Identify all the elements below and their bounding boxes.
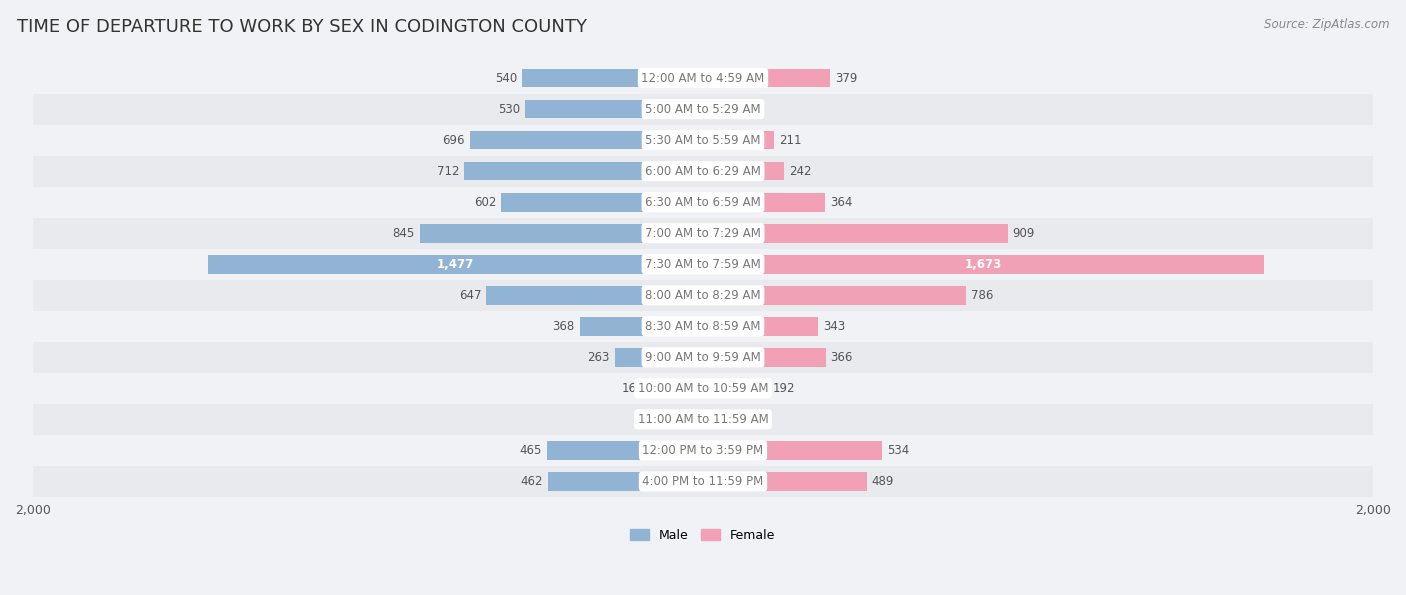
Text: 6:30 AM to 6:59 AM: 6:30 AM to 6:59 AM bbox=[645, 196, 761, 209]
Text: 12:00 PM to 3:59 PM: 12:00 PM to 3:59 PM bbox=[643, 444, 763, 457]
Bar bbox=[547, 441, 703, 460]
Text: 647: 647 bbox=[458, 289, 481, 302]
Bar bbox=[703, 348, 825, 367]
Bar bbox=[703, 69, 830, 87]
Text: 84: 84 bbox=[737, 413, 751, 426]
Bar bbox=[703, 317, 818, 336]
Bar bbox=[32, 62, 1374, 93]
Bar bbox=[703, 224, 1008, 243]
Text: 5:30 AM to 5:59 AM: 5:30 AM to 5:59 AM bbox=[645, 134, 761, 146]
Bar bbox=[579, 317, 703, 336]
Bar bbox=[32, 404, 1374, 435]
Text: 489: 489 bbox=[872, 475, 894, 488]
Bar bbox=[703, 441, 882, 460]
Bar bbox=[522, 69, 703, 87]
Legend: Male, Female: Male, Female bbox=[626, 524, 780, 547]
Text: 4:00 PM to 11:59 PM: 4:00 PM to 11:59 PM bbox=[643, 475, 763, 488]
Bar bbox=[526, 100, 703, 118]
Bar bbox=[703, 100, 730, 118]
Bar bbox=[703, 286, 966, 305]
Bar bbox=[703, 131, 773, 149]
Bar bbox=[464, 162, 703, 180]
Bar bbox=[32, 311, 1374, 342]
Bar bbox=[208, 255, 703, 274]
Text: 160: 160 bbox=[621, 382, 644, 395]
Text: 366: 366 bbox=[831, 351, 853, 364]
Bar bbox=[32, 342, 1374, 373]
Bar bbox=[486, 286, 703, 305]
Bar bbox=[32, 435, 1374, 466]
Text: 1,673: 1,673 bbox=[965, 258, 1002, 271]
Bar bbox=[703, 162, 785, 180]
Text: Source: ZipAtlas.com: Source: ZipAtlas.com bbox=[1264, 18, 1389, 31]
Bar bbox=[32, 124, 1374, 156]
Text: 462: 462 bbox=[520, 475, 543, 488]
Text: 5:00 AM to 5:29 AM: 5:00 AM to 5:29 AM bbox=[645, 102, 761, 115]
Text: 8:30 AM to 8:59 AM: 8:30 AM to 8:59 AM bbox=[645, 320, 761, 333]
Bar bbox=[548, 472, 703, 491]
Text: 465: 465 bbox=[520, 444, 543, 457]
Text: 80: 80 bbox=[735, 102, 749, 115]
Text: 12:00 AM to 4:59 AM: 12:00 AM to 4:59 AM bbox=[641, 71, 765, 84]
Text: 909: 909 bbox=[1012, 227, 1035, 240]
Text: 540: 540 bbox=[495, 71, 517, 84]
Bar bbox=[703, 255, 1264, 274]
Bar bbox=[32, 249, 1374, 280]
Text: 211: 211 bbox=[779, 134, 801, 146]
Text: 696: 696 bbox=[443, 134, 465, 146]
Text: 7:00 AM to 7:29 AM: 7:00 AM to 7:29 AM bbox=[645, 227, 761, 240]
Bar bbox=[502, 193, 703, 211]
Bar bbox=[32, 156, 1374, 187]
Text: 534: 534 bbox=[887, 444, 910, 457]
Bar bbox=[32, 373, 1374, 404]
Bar bbox=[703, 410, 731, 428]
Text: 845: 845 bbox=[392, 227, 415, 240]
Text: 11:00 AM to 11:59 AM: 11:00 AM to 11:59 AM bbox=[638, 413, 768, 426]
Bar bbox=[703, 379, 768, 397]
Text: 19: 19 bbox=[676, 413, 692, 426]
Text: 1,477: 1,477 bbox=[437, 258, 474, 271]
Text: 602: 602 bbox=[474, 196, 496, 209]
Text: 364: 364 bbox=[830, 196, 852, 209]
Text: TIME OF DEPARTURE TO WORK BY SEX IN CODINGTON COUNTY: TIME OF DEPARTURE TO WORK BY SEX IN CODI… bbox=[17, 18, 586, 36]
Text: 379: 379 bbox=[835, 71, 858, 84]
Text: 343: 343 bbox=[823, 320, 845, 333]
Bar bbox=[32, 93, 1374, 124]
Bar bbox=[703, 472, 868, 491]
Bar bbox=[696, 410, 703, 428]
Text: 263: 263 bbox=[588, 351, 610, 364]
Bar bbox=[32, 187, 1374, 218]
Bar bbox=[470, 131, 703, 149]
Text: 192: 192 bbox=[772, 382, 794, 395]
Text: 368: 368 bbox=[553, 320, 575, 333]
Bar bbox=[32, 218, 1374, 249]
Text: 7:30 AM to 7:59 AM: 7:30 AM to 7:59 AM bbox=[645, 258, 761, 271]
Bar bbox=[650, 379, 703, 397]
Bar bbox=[420, 224, 703, 243]
Bar bbox=[32, 280, 1374, 311]
Text: 9:00 AM to 9:59 AM: 9:00 AM to 9:59 AM bbox=[645, 351, 761, 364]
Text: 8:00 AM to 8:29 AM: 8:00 AM to 8:29 AM bbox=[645, 289, 761, 302]
Text: 242: 242 bbox=[789, 165, 811, 178]
Text: 6:00 AM to 6:29 AM: 6:00 AM to 6:29 AM bbox=[645, 165, 761, 178]
Text: 530: 530 bbox=[498, 102, 520, 115]
Text: 712: 712 bbox=[437, 165, 460, 178]
Bar bbox=[703, 193, 825, 211]
Bar bbox=[614, 348, 703, 367]
Bar bbox=[32, 466, 1374, 497]
Text: 786: 786 bbox=[972, 289, 994, 302]
Text: 10:00 AM to 10:59 AM: 10:00 AM to 10:59 AM bbox=[638, 382, 768, 395]
